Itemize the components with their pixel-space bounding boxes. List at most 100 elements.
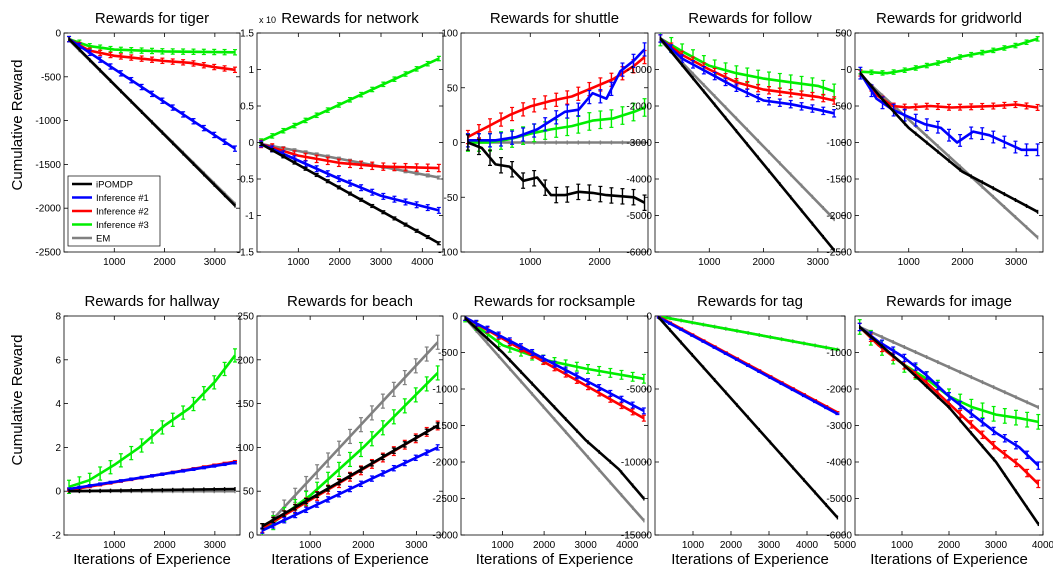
y-tick-label: -5000 bbox=[626, 211, 652, 222]
series-line-ipomdp bbox=[467, 141, 646, 204]
series-line-ipomdp bbox=[464, 317, 645, 500]
y-tick-label: -4000 bbox=[626, 175, 652, 186]
y-tick-label: -2000 bbox=[35, 204, 61, 215]
panel-image: 1000 2000 3000 4000 -1000 -2000 -3000 -4000 -500… bbox=[826, 293, 1053, 568]
y-tick-label: -5000 bbox=[826, 494, 852, 505]
series-group bbox=[658, 33, 837, 252]
y-tick-label: 8 bbox=[55, 312, 61, 323]
x-tick-label: 2000 bbox=[329, 257, 352, 268]
y-tick-label: -0.5 bbox=[237, 175, 255, 186]
x-axis-label: Iterations of Experience bbox=[671, 551, 829, 568]
panel-title: Rewards for tag bbox=[697, 293, 803, 310]
plot-area bbox=[460, 315, 649, 536]
x-tick-label: 4000 bbox=[616, 540, 639, 551]
y-tick-label: -6000 bbox=[826, 531, 852, 542]
x-tick-label: 1000 bbox=[103, 540, 126, 551]
x-tick-label: 2000 bbox=[938, 540, 961, 551]
x-tick-label: 1000 bbox=[299, 540, 322, 551]
panel-tag: 1000 2000 3000 4000 5000 0 -5000 -10000 -15000 Re… bbox=[621, 293, 857, 568]
panel-title: Rewards for hallway bbox=[84, 293, 220, 310]
y-tick-label: -3000 bbox=[432, 531, 458, 542]
y-tick-label: 0 bbox=[452, 312, 458, 323]
series-group bbox=[260, 334, 440, 535]
x-tick-label: 1000 bbox=[891, 540, 914, 551]
plot-area bbox=[63, 315, 241, 536]
y-tick-label: -50 bbox=[444, 193, 459, 204]
y-tick-label: -5000 bbox=[626, 385, 652, 396]
y-tick-label: 50 bbox=[243, 487, 255, 498]
legend-entry: Inference #2 bbox=[96, 207, 149, 218]
y-tick-label: 0 bbox=[646, 312, 652, 323]
x-tick-label: 3000 bbox=[575, 540, 598, 551]
y-tick-label: -15000 bbox=[621, 531, 653, 542]
panel-hallway: 1000 2000 3000 8 6 4 2 0 -2 Rewards for hallway It… bbox=[52, 293, 241, 568]
plot-area bbox=[256, 32, 444, 253]
series-group bbox=[465, 42, 647, 211]
x-tick-label: 1000 bbox=[287, 257, 310, 268]
y-tick-label: 0 bbox=[248, 531, 254, 542]
y-tick-label: -1500 bbox=[826, 175, 852, 186]
y-tick-label: -2500 bbox=[432, 494, 458, 505]
x-tick-label: 2000 bbox=[720, 540, 743, 551]
plot-area bbox=[256, 315, 444, 536]
x-tick-label: 3000 bbox=[985, 540, 1008, 551]
panel-follow: 1000 2000 3000 -1000 -2000 -3000 -4000 -5000 -60… bbox=[626, 10, 846, 268]
y-tick-label: -3000 bbox=[826, 421, 852, 432]
x-tick-label: 1000 bbox=[682, 540, 705, 551]
x-tick-label: 2000 bbox=[588, 257, 611, 268]
y-tick-label: 250 bbox=[237, 312, 254, 323]
y-tick-label: 200 bbox=[237, 355, 254, 366]
y-tick-label: -1000 bbox=[432, 385, 458, 396]
y-tick-label: 100 bbox=[441, 29, 458, 40]
x-axis-label: Iterations of Experience bbox=[476, 551, 634, 568]
x-tick-label: 2000 bbox=[153, 540, 176, 551]
y-tick-label: -1000 bbox=[826, 138, 852, 149]
panel-title: Rewards for tiger bbox=[95, 10, 209, 27]
series-group bbox=[858, 36, 1040, 240]
y-tick-label: 6 bbox=[55, 355, 61, 366]
series-group bbox=[857, 319, 1041, 527]
y-axis-label-bottom: Cumulative Reward bbox=[9, 335, 26, 466]
series-group bbox=[259, 55, 441, 246]
series-line-inference-2 bbox=[260, 142, 439, 170]
x-tick-label: 5000 bbox=[834, 540, 857, 551]
x-tick-label: 3000 bbox=[405, 540, 428, 551]
y-tick-label: 0 bbox=[55, 29, 61, 40]
panel-network: 1000 2000 3000 4000 1.5 1 0.5 0 -0.5 -1 -1.5 Reward… bbox=[237, 10, 444, 268]
x-tick-label: 2000 bbox=[352, 540, 375, 551]
y-tick-label: -2000 bbox=[626, 102, 652, 113]
x-tick-label: 2000 bbox=[951, 257, 974, 268]
y-tick-label: 0 bbox=[55, 487, 61, 498]
panel-title: Rewards for shuttle bbox=[490, 10, 619, 27]
y-tick-label: -2500 bbox=[826, 248, 852, 259]
panel-title: Rewards for rocksample bbox=[474, 293, 636, 310]
y-tick-label: -500 bbox=[438, 348, 458, 359]
panel-shuttle: 1000 2000 100 50 0 -50 -100 Rewards for shuttle bbox=[438, 10, 649, 268]
y-tick-label: -2000 bbox=[826, 211, 852, 222]
x-tick-label: 2000 bbox=[153, 257, 176, 268]
x-tick-label: 1000 bbox=[519, 257, 542, 268]
series-line-inference-1 bbox=[659, 37, 835, 115]
y-tick-label: -4000 bbox=[826, 458, 852, 469]
x-axis-label: Iterations of Experience bbox=[870, 551, 1028, 568]
plot-area bbox=[854, 32, 1044, 253]
x-tick-label: 4000 bbox=[411, 257, 434, 268]
y-tick-label: -6000 bbox=[626, 248, 652, 259]
y-tick-label: -2000 bbox=[826, 385, 852, 396]
axis-exponent: x 10 bbox=[259, 15, 276, 25]
series-group bbox=[463, 316, 646, 523]
x-tick-label: 3000 bbox=[204, 257, 227, 268]
panel-title: Rewards for follow bbox=[688, 10, 812, 27]
x-tick-label: 3000 bbox=[807, 257, 830, 268]
y-tick-label: -500 bbox=[832, 102, 852, 113]
y-tick-label: -1 bbox=[245, 211, 254, 222]
y-tick-label: -1000 bbox=[35, 116, 61, 127]
series-line-inference-3 bbox=[68, 37, 236, 54]
y-tick-label: 4 bbox=[55, 399, 61, 410]
y-tick-label: -10000 bbox=[621, 458, 653, 469]
y-tick-label: -2 bbox=[52, 531, 61, 542]
x-tick-label: 1000 bbox=[103, 257, 126, 268]
x-tick-label: 2000 bbox=[752, 257, 775, 268]
x-tick-label: 3000 bbox=[1005, 257, 1028, 268]
y-tick-label: -1000 bbox=[826, 348, 852, 359]
